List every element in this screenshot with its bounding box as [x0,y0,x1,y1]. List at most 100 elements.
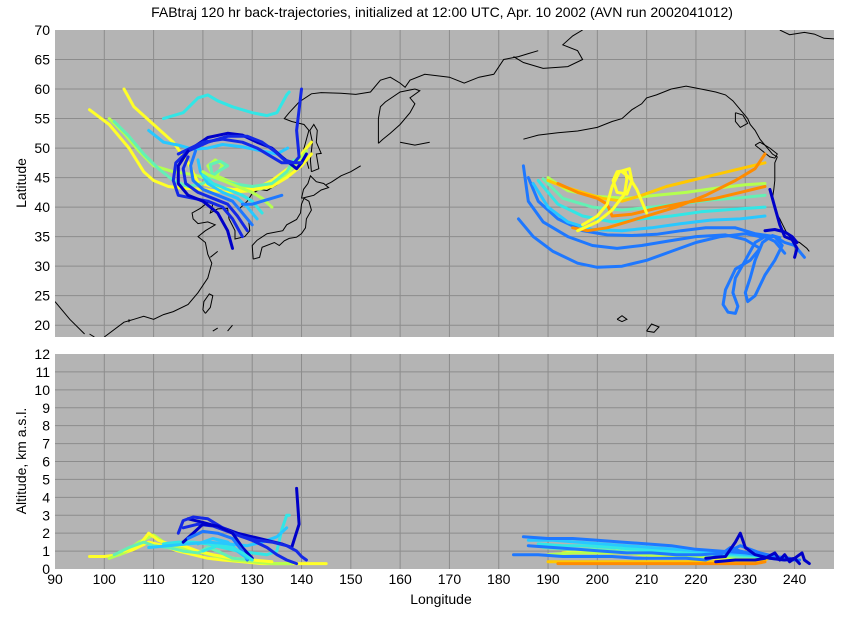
trajectory-line [620,170,649,215]
x-tick-label: 190 [536,571,560,587]
trajectory-line [162,90,291,121]
coastline [209,251,219,258]
coastline [325,181,332,186]
trajectory-line [176,515,299,566]
coastline [309,123,322,173]
trajectory-line [714,551,801,566]
trajectory-line [517,217,806,269]
coastline [89,333,95,337]
x-tick-label: 110 [142,571,165,587]
x-tick-label: 130 [241,571,265,587]
trajectory-line [112,540,254,562]
trajectory-line [107,533,294,566]
map-panel: 20 25 30 35 40 45 50 55 60 65 70 Latitude [13,22,834,337]
y-tick-label: 70 [34,22,50,38]
y-tick-label: 60 [34,81,50,97]
x-tick-label: 200 [586,571,610,587]
altitude-x-axis-label: Longitude [410,591,472,607]
x-tick-label: 100 [93,571,117,587]
trajectory-line [556,560,767,566]
trajectory-line [521,164,787,315]
y-tick-label: 11 [35,364,50,380]
map-y-axis-label: Latitude [13,158,29,208]
coastline [301,174,330,199]
trajectory-line [189,149,254,227]
y-tick-label: 9 [42,400,50,416]
x-tick-label: 140 [290,571,314,587]
y-tick-label: 55 [34,111,50,127]
y-tick-label: 50 [34,140,50,156]
y-tick-label: 4 [42,489,50,505]
y-tick-label: 35 [34,229,50,245]
coastline [227,324,233,332]
altitude-trajectories [88,486,811,566]
coastline [779,30,834,40]
x-tick-label: 220 [684,571,708,587]
y-tick-label: 65 [34,52,50,68]
y-tick-label: 12 [34,346,50,362]
x-tick-label: 160 [388,571,412,587]
y-tick-label: 30 [34,258,50,274]
trajectory-line [556,182,767,218]
trajectory-line [201,544,254,562]
y-tick-label: 45 [34,170,50,186]
y-tick-label: 10 [34,382,50,398]
map-y-tick-labels: 20 25 30 35 40 45 50 55 60 65 70 [34,22,50,333]
x-tick-label: 90 [47,571,63,587]
trajectory-line [526,544,792,560]
altitude-y-axis-label: Altitude, km a.s.l. [13,408,29,515]
coastline [754,141,778,159]
y-tick-label: 20 [34,317,50,333]
trajectory-line [541,177,767,212]
coastline [55,301,85,335]
trajectory-line [181,522,254,560]
trajectory-line [531,182,767,233]
trajectory-line [526,176,784,304]
map-plot-background [55,30,834,337]
trajectory-line [704,531,811,566]
y-tick-label: 8 [42,418,50,434]
y-tick-label: 6 [42,454,50,470]
trajectory-line [576,167,634,233]
y-tick-label: 0 [42,561,50,577]
coastline [400,141,430,146]
trajectory-line [176,149,234,250]
trajectory-line [196,158,259,221]
coastline [212,327,218,332]
trajectory-line [571,152,767,233]
trajectory-line [112,120,296,188]
x-tick-label: 230 [734,571,758,587]
x-tick-label: 120 [191,571,215,587]
y-tick-label: 2 [42,525,50,541]
coastline [202,293,214,314]
y-tick-label: 5 [42,471,50,487]
coastline [330,165,361,183]
x-tick-label: 240 [783,571,807,587]
coastline [646,323,660,333]
trajectory-line [763,228,799,244]
trajectory-line [181,155,249,233]
trajectory-line [171,87,303,239]
map-trajectories [88,87,806,315]
coastline [616,315,628,323]
altitude-x-tick-labels: 90 100 110 120 130 140 150 160 170 180 190 200 210 22… [47,571,806,587]
coastline [513,30,584,69]
coastline [251,197,312,260]
y-tick-label: 25 [34,288,50,304]
x-tick-label: 170 [438,571,462,587]
coastline [734,112,749,129]
x-tick-label: 150 [339,571,363,587]
x-tick-label: 180 [487,571,511,587]
x-tick-label: 210 [635,571,659,587]
y-tick-label: 1 [42,543,50,559]
trajectory-line [201,170,274,209]
y-tick-label: 7 [42,436,50,452]
coastline [377,88,421,144]
y-tick-label: 3 [42,507,50,523]
chart-title: FABtraj 120 hr back-trajectories, initia… [151,4,733,20]
trajectory-line [147,128,290,156]
trajectory-line [768,187,799,259]
